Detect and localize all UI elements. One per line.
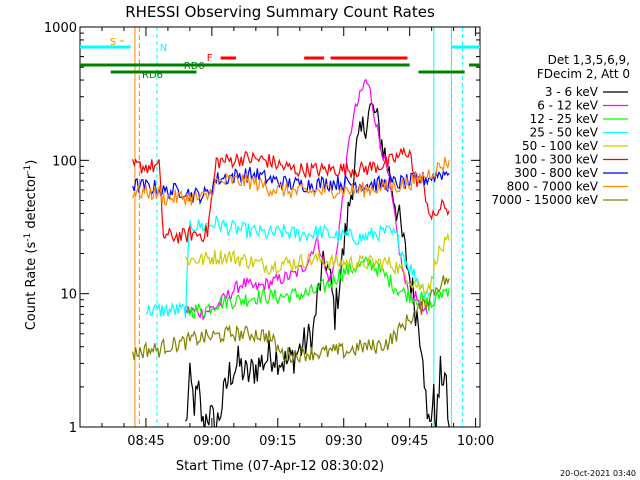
legend-header-2: FDecim 2, Att 0: [537, 67, 630, 81]
y-axis-label-part3: ): [24, 160, 39, 165]
annotation-label-f: F: [207, 53, 213, 64]
series-line-5: [185, 232, 450, 295]
plot-frame: [79, 26, 481, 428]
legend: Det 1,3,5,6,9, FDecim 2, Att 0 3 - 6 keV…: [491, 53, 630, 207]
series-line-3: [185, 256, 450, 319]
annotation-label-s: S: [110, 37, 116, 48]
chart-title: RHESSI Observing Summary Count Rates: [125, 3, 435, 21]
legend-label-5: 50 - 100 keV: [522, 139, 599, 153]
x-tick-label: 08:45: [127, 434, 164, 449]
series-line-7: [132, 167, 450, 206]
series-line-4: [145, 215, 432, 319]
y-axis-label-part1: Count Rate (s: [24, 242, 39, 331]
x-tick-label: 10:00: [457, 434, 494, 449]
legend-header-1: Det 1,3,5,6,9,: [548, 53, 630, 67]
legend-label-9: 7000 - 15000 keV: [491, 193, 598, 207]
legend-label-6: 100 - 300 keV: [514, 153, 598, 167]
y-axis-label-part2: detector: [24, 173, 39, 233]
legend-label-3: 12 - 25 keV: [530, 112, 599, 126]
legend-label-2: 6 - 12 keV: [537, 99, 599, 113]
x-tick-label: 09:15: [259, 434, 296, 449]
series-group: [132, 27, 463, 427]
annotation-label-rd0: RD0: [184, 61, 205, 72]
legend-label-1: 3 - 6 keV: [545, 85, 599, 99]
annotation-label-n: N: [160, 43, 167, 54]
y-tick-label: 1000: [44, 21, 77, 36]
timestamp: 20-Oct-2021 03:40: [560, 469, 636, 478]
legend-label-8: 800 - 7000 keV: [507, 180, 599, 194]
legend-label-4: 25 - 50 keV: [530, 126, 599, 140]
x-axis-label: Start Time (07-Apr-12 08:30:02): [176, 459, 384, 474]
series-line-9: [132, 275, 450, 364]
y-tick-label: 10: [60, 288, 77, 303]
x-tick-label: 09:30: [325, 434, 362, 449]
y-tick-label: 100: [52, 154, 77, 169]
y-axis-label-sup1: -1: [23, 233, 33, 242]
y-axis-label: Count Rate (s-1 detector-1): [23, 160, 39, 331]
x-tick-label: 09:00: [193, 434, 230, 449]
y-axis-label-sup2: -1: [23, 165, 33, 174]
legend-label-7: 300 - 800 keV: [514, 166, 598, 180]
series-line-8: [132, 157, 450, 206]
annotation-label-rd6: RD6: [142, 70, 163, 81]
x-tick-label: 09:45: [391, 434, 428, 449]
series-line-6: [132, 146, 450, 244]
y-tick-label: 1: [69, 421, 77, 436]
